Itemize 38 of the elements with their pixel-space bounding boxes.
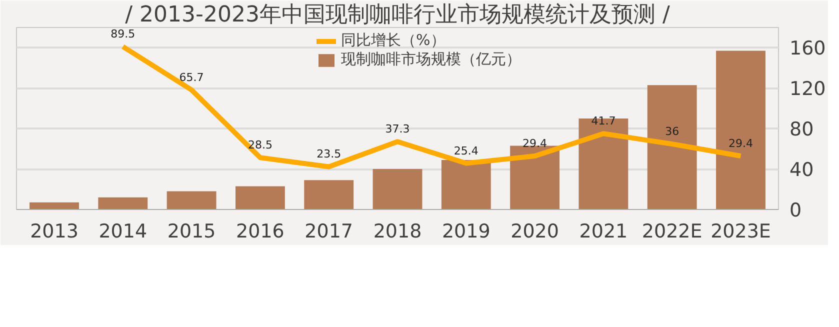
legend-label: 现制咖啡市场规模（亿元） xyxy=(341,50,521,69)
data-label: 41.7 xyxy=(591,114,616,128)
bar xyxy=(235,186,285,210)
y-tick-label: 160 xyxy=(790,38,826,60)
y-tick-label: 0 xyxy=(790,200,802,222)
legend-label: 同比增长（%） xyxy=(341,31,446,50)
x-tick-label: 2013 xyxy=(30,220,78,242)
data-label: 65.7 xyxy=(179,70,204,84)
data-label: 25.4 xyxy=(454,144,478,158)
bar xyxy=(578,118,628,210)
bar xyxy=(441,160,491,210)
bar xyxy=(304,180,354,210)
data-label: 23.5 xyxy=(316,148,342,161)
data-label: 37.3 xyxy=(385,122,410,136)
x-tick-label: 2021 xyxy=(579,220,628,242)
bar xyxy=(372,169,422,210)
bar xyxy=(166,191,216,210)
y-tick-label: 120 xyxy=(790,78,826,100)
x-tick-label: 2020 xyxy=(510,220,559,242)
x-tick-label: 2017 xyxy=(304,220,354,242)
bar xyxy=(716,50,766,210)
data-label: 89.5 xyxy=(110,28,136,41)
data-label: 36 xyxy=(665,124,680,138)
x-tick-label: 2016 xyxy=(236,220,284,242)
chart-title: / 2013-2023年中国现制咖啡行业市场规模统计及预测 / xyxy=(125,2,670,28)
x-tick-label: 2022E xyxy=(642,220,702,242)
x-tick-label: 2019 xyxy=(442,220,490,242)
x-tick-label: 2015 xyxy=(167,220,216,242)
x-tick-label: 2018 xyxy=(373,220,422,242)
y-tick-label: 80 xyxy=(790,118,814,141)
y-tick-label: 40 xyxy=(790,159,814,182)
data-label: 29.4 xyxy=(728,136,753,150)
x-tick-label: 2014 xyxy=(98,220,148,242)
bar xyxy=(30,202,79,210)
bar xyxy=(98,197,148,210)
x-tick-label: 2023E xyxy=(710,220,771,242)
bar xyxy=(647,85,697,210)
bar xyxy=(510,146,560,210)
